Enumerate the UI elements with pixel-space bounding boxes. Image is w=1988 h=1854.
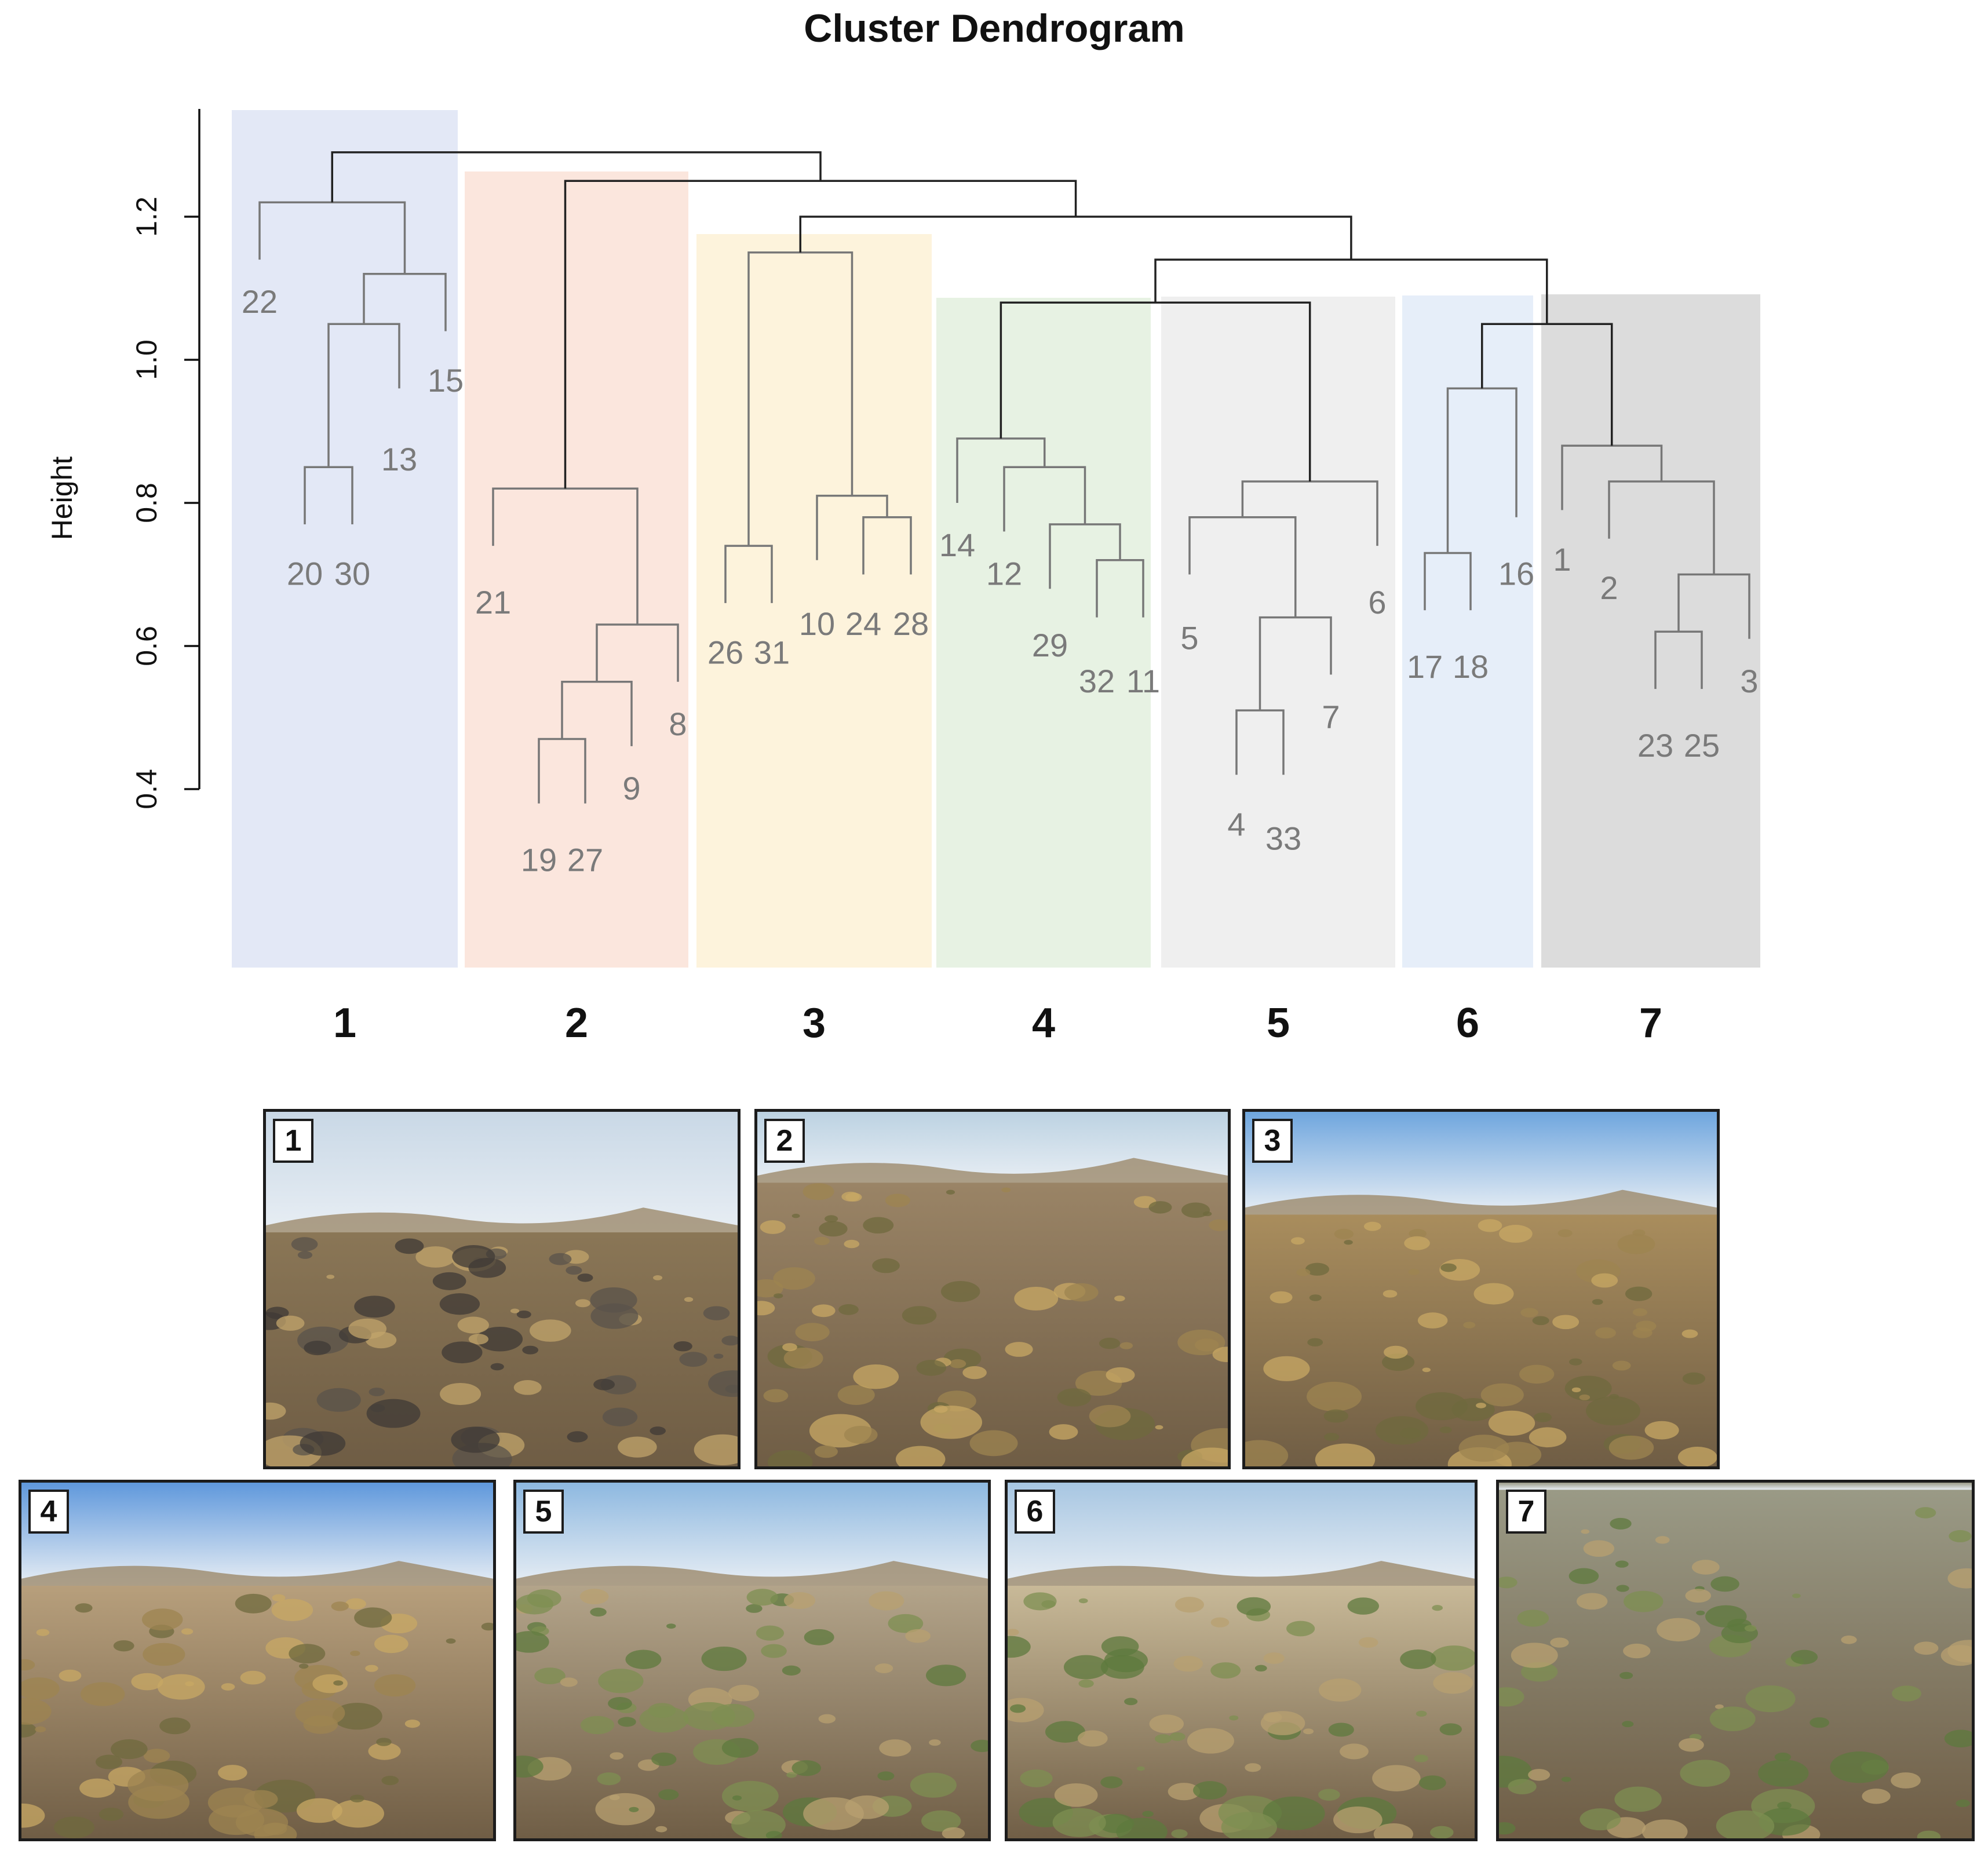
- leaf-label-6: 6: [1368, 584, 1386, 621]
- photo-panel-1: 1: [263, 1109, 741, 1469]
- photo-panel-3: 3: [1242, 1109, 1720, 1469]
- landscape-photo: [1245, 1112, 1717, 1466]
- cluster-4-band: [936, 298, 1151, 968]
- landscape-photo: [516, 1483, 988, 1838]
- cluster-7-number: 7: [1639, 1000, 1662, 1046]
- leaf-label-21: 21: [475, 584, 511, 621]
- leaf-label-29: 29: [1032, 627, 1068, 663]
- leaf-label-14: 14: [939, 527, 975, 563]
- leaf-label-12: 12: [986, 556, 1022, 592]
- photo-badge-6: 6: [1015, 1490, 1055, 1534]
- photo-panel-6: 6: [1005, 1480, 1478, 1841]
- leaf-label-24: 24: [845, 605, 881, 642]
- leaf-label-16: 16: [1498, 556, 1534, 592]
- leaf-label-32: 32: [1079, 663, 1115, 699]
- photo-panel-7: 7: [1496, 1480, 1975, 1841]
- leaf-label-33: 33: [1265, 820, 1301, 856]
- merge-U6: [331, 151, 822, 203]
- cluster-2-band: [465, 171, 688, 968]
- cluster-2-number: 2: [565, 1000, 588, 1046]
- cluster-6-band: [1402, 295, 1533, 968]
- y-tick-label: 0.8: [130, 483, 163, 523]
- photo-badge-3: 3: [1252, 1119, 1293, 1163]
- leaf-label-27: 27: [567, 842, 603, 878]
- landscape-photo: [21, 1483, 493, 1838]
- cluster-5-band: [1161, 297, 1395, 968]
- photo-panel-5: 5: [513, 1480, 991, 1841]
- photo-badge-1: 1: [273, 1119, 313, 1163]
- cluster-3-number: 3: [803, 1000, 826, 1046]
- leaf-label-4: 4: [1227, 806, 1245, 842]
- cluster-6-number: 6: [1456, 1000, 1479, 1046]
- leaf-label-31: 31: [754, 634, 790, 670]
- leaf-label-2: 2: [1600, 570, 1618, 606]
- leaf-label-1: 1: [1553, 541, 1571, 578]
- leaf-label-17: 17: [1407, 648, 1443, 685]
- y-tick-label: 0.4: [130, 769, 163, 809]
- photo-panel-2: 2: [754, 1109, 1231, 1469]
- leaf-label-18: 18: [1453, 648, 1489, 685]
- y-tick-label: 0.6: [130, 626, 163, 666]
- landscape-photo: [1499, 1483, 1972, 1838]
- cluster-1-number: 1: [333, 1000, 356, 1046]
- leaf-label-30: 30: [334, 556, 370, 592]
- landscape-photo: [1008, 1483, 1475, 1838]
- landscape-photo: [266, 1112, 738, 1466]
- leaf-label-26: 26: [707, 634, 743, 670]
- leaf-label-19: 19: [521, 842, 557, 878]
- y-axis-label: Height: [46, 457, 78, 541]
- leaf-label-5: 5: [1180, 620, 1198, 656]
- leaf-label-3: 3: [1740, 663, 1758, 699]
- chart-title: Cluster Dendrogram: [804, 6, 1184, 50]
- leaf-label-22: 22: [242, 283, 278, 320]
- photo-badge-2: 2: [764, 1119, 805, 1163]
- leaf-label-25: 25: [1684, 727, 1720, 764]
- leaf-label-15: 15: [428, 362, 464, 399]
- landscape-photo: [757, 1112, 1228, 1466]
- cluster-1-band: [232, 110, 458, 968]
- photo-panel-4: 4: [19, 1480, 496, 1841]
- cluster-7-band: [1541, 294, 1760, 968]
- cluster-5-number: 5: [1267, 1000, 1290, 1046]
- leaf-label-23: 23: [1637, 727, 1673, 764]
- leaf-label-9: 9: [622, 770, 640, 806]
- leaf-label-20: 20: [287, 556, 323, 592]
- leaf-label-11: 11: [1126, 663, 1160, 699]
- photo-badge-7: 7: [1506, 1490, 1546, 1534]
- leaf-label-8: 8: [669, 706, 687, 742]
- photo-badge-5: 5: [523, 1490, 564, 1534]
- leaf-label-7: 7: [1322, 699, 1340, 735]
- y-tick-label: 1.0: [130, 340, 163, 380]
- y-tick-label: 1.2: [130, 196, 163, 237]
- leaf-label-13: 13: [381, 441, 417, 477]
- photo-badge-4: 4: [28, 1490, 69, 1534]
- leaf-label-10: 10: [799, 605, 835, 642]
- cluster-4-number: 4: [1032, 1000, 1055, 1046]
- leaf-label-28: 28: [893, 605, 929, 642]
- cluster-3-band: [696, 234, 932, 968]
